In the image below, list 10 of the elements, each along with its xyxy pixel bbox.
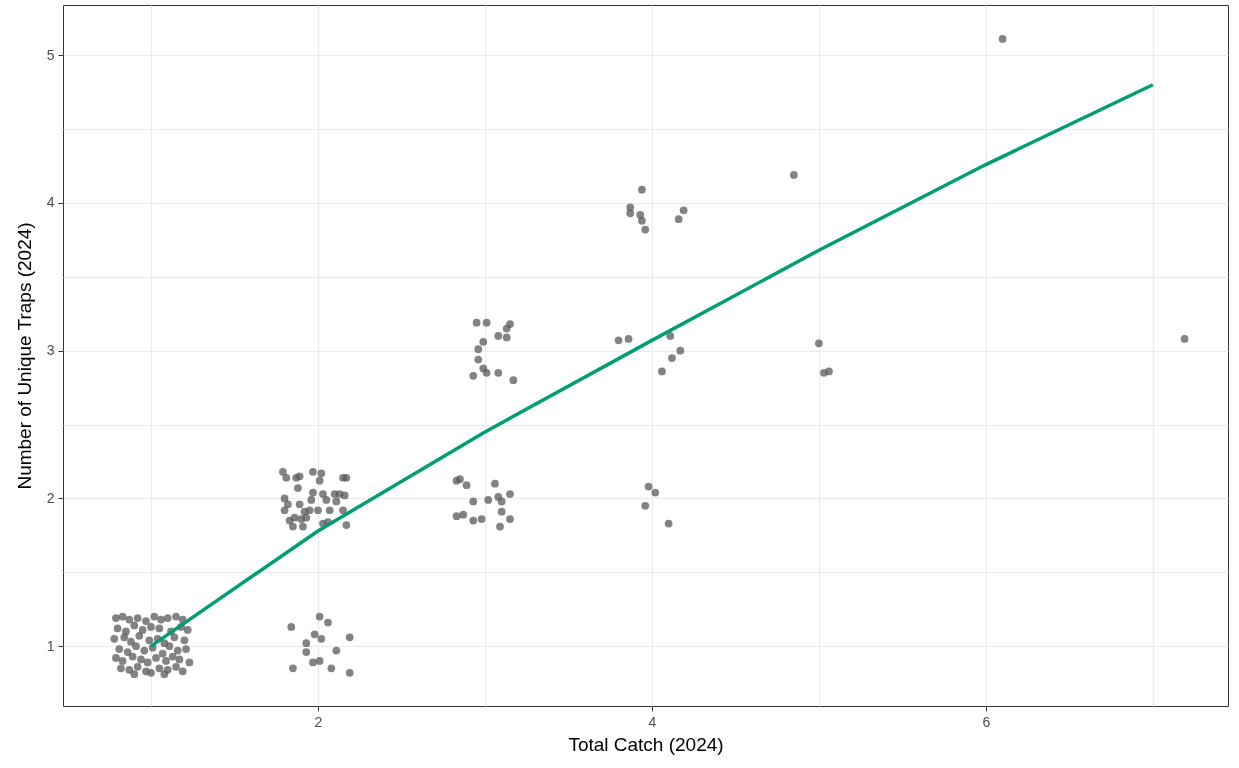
y-tick-label: 2 [46,489,55,506]
x-tick-label: 6 [982,713,991,730]
y-tick-label: 1 [46,637,55,654]
x-tick-label: 2 [314,713,323,730]
y-axis-title: Number of Unique Traps (2024) [13,222,35,490]
x-tick-label: 4 [648,713,657,730]
y-tick-label: 3 [46,342,55,359]
x-axis-title: Total Catch (2024) [568,733,724,755]
y-tick-label: 5 [46,46,55,63]
y-tick-label: 4 [46,194,55,211]
